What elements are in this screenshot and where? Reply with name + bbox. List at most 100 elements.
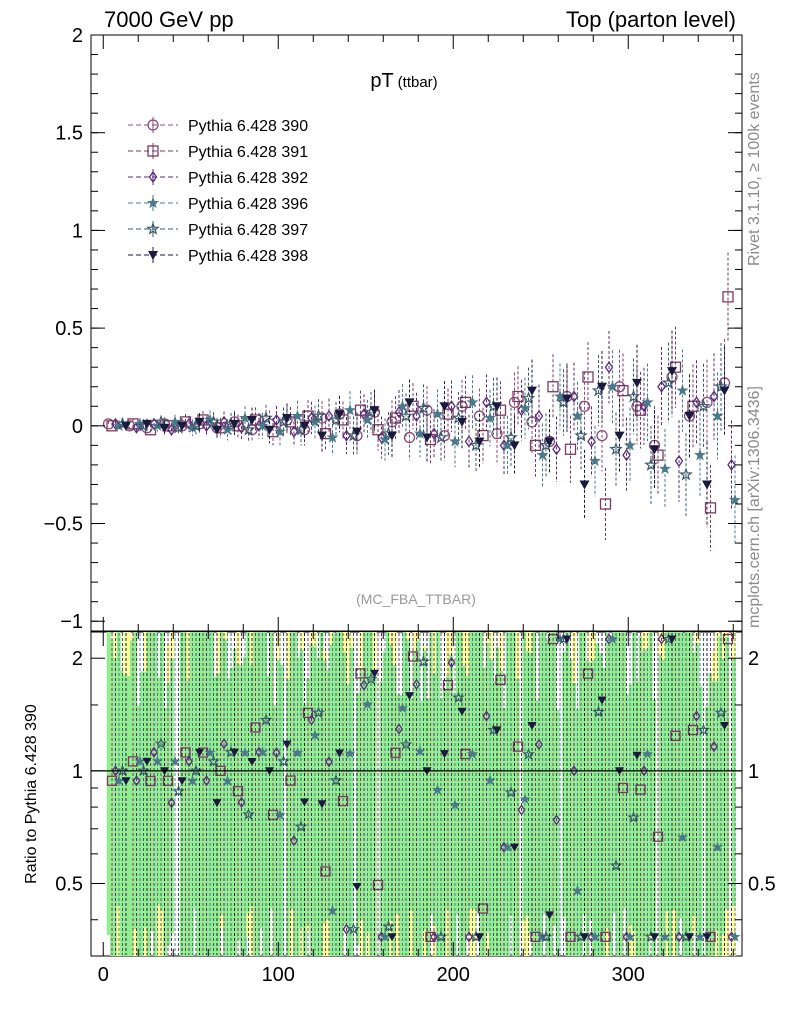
marker-square (390, 747, 401, 758)
ratio-band-inner (731, 658, 736, 907)
marker-star (658, 462, 672, 475)
ratio-band-inner (256, 632, 261, 956)
rivet-label: Rivet 3.1.10, ≥ 100k events (746, 72, 763, 266)
marker-triangle-down (317, 431, 327, 441)
marker-diamond (149, 417, 159, 430)
marker-star (623, 439, 637, 451)
ratio-band-inner (292, 632, 297, 956)
marker-star (483, 411, 497, 424)
ratio-band-inner (698, 686, 703, 956)
ratio-band-inner (233, 648, 238, 956)
marker-diamond (604, 361, 614, 374)
ratio-band-inner (243, 656, 247, 956)
ratio-band-inner (688, 632, 693, 956)
marker-star (696, 398, 711, 413)
marker-triangle-down (282, 740, 292, 749)
marker-triangle-down (177, 777, 187, 786)
marker-triangle-down (614, 431, 625, 441)
marker-triangle-down (405, 692, 414, 701)
marker-diamond (272, 746, 281, 759)
marker-diamond (709, 390, 719, 403)
marker-star (466, 395, 479, 408)
ratio-band-inner (568, 659, 573, 956)
marker-diamond (219, 415, 229, 429)
ratio-y-tick-label: 1 (72, 761, 83, 783)
ratio-band-inner (685, 632, 690, 956)
y-tick-label: 0.5 (55, 318, 83, 340)
marker-star (326, 431, 339, 443)
ratio-band-inner (608, 639, 613, 956)
marker-star (641, 748, 654, 759)
marker-triangle-down (597, 696, 607, 705)
ratio-band-inner (399, 694, 404, 956)
marker-triangle-down (247, 415, 257, 425)
marker-diamond (412, 409, 421, 423)
ratio-band-inner (136, 705, 141, 956)
ratio-band-inner (535, 700, 540, 956)
marker-star (146, 221, 160, 235)
ratio-band-inner (668, 632, 673, 956)
ratio-band-inner (412, 650, 417, 956)
ratio-band-inner (336, 632, 341, 956)
main-frame (90, 34, 743, 632)
marker-square (407, 651, 419, 662)
marker-square (284, 416, 297, 428)
marker-square (687, 724, 699, 736)
marker-diamond (692, 396, 701, 409)
marker-diamond (395, 723, 403, 735)
ratio-band-inner (482, 667, 487, 956)
marker-triangle-down (299, 421, 310, 431)
ratio-band-inner (366, 632, 371, 933)
marker-triangle-down (317, 800, 327, 809)
ratio-band-inner (113, 658, 118, 956)
ratio-band-inner (662, 659, 666, 956)
marker-triangle-down (632, 751, 642, 760)
marker-star (641, 395, 654, 408)
ratio-band-inner (681, 632, 686, 956)
ratio-band-inner (455, 632, 460, 915)
ratio-band-inner (552, 632, 557, 926)
marker-triangle-down (300, 798, 309, 807)
marker-triangle-down (527, 386, 537, 396)
ratio-band-inner (575, 708, 580, 956)
marker-triangle-down (544, 437, 555, 447)
marker-square (355, 668, 366, 679)
ratio-band-inner (359, 670, 364, 920)
ratio-band-inner (588, 662, 593, 921)
marker-square (162, 775, 174, 786)
marker-star (399, 408, 413, 422)
marker-square (565, 931, 576, 943)
marker-square (722, 633, 734, 645)
ratio-band-inner (602, 667, 607, 956)
ratio-band-inner (312, 646, 317, 956)
marker-triangle-down (387, 933, 397, 942)
marker-square (617, 384, 629, 397)
ratio-band-inner (402, 632, 407, 956)
marker-square (337, 795, 349, 807)
ratio-y-tick-label-right: 1 (748, 761, 759, 783)
ratio-band-inner (143, 671, 148, 928)
ratio-band-inner (539, 632, 543, 956)
marker-triangle-down (177, 421, 187, 431)
ratio-band-inner (166, 682, 171, 946)
marker-square (704, 502, 717, 514)
ratio-band-inner (721, 659, 726, 935)
marker-triangle-down (369, 406, 380, 416)
marker-triangle-down (142, 419, 152, 429)
marker-star (728, 493, 742, 506)
marker-triangle-down (229, 419, 240, 429)
ratio-band-inner (246, 632, 251, 913)
ratio-band-inner (532, 632, 537, 956)
marker-triangle-down (579, 480, 590, 490)
marker-square (670, 730, 681, 742)
marker-square (320, 866, 331, 877)
ratio-band-inner (445, 676, 450, 910)
legend-label: Pythia 6.428 396 (188, 196, 308, 213)
ratio-band-inner (263, 632, 267, 956)
marker-circle (147, 119, 159, 131)
ratio-band-inner (362, 632, 367, 956)
marker-triangle-down (230, 748, 239, 757)
ratio-band-inner (499, 671, 504, 956)
marker-star (344, 747, 356, 759)
marker-diamond (202, 419, 211, 432)
